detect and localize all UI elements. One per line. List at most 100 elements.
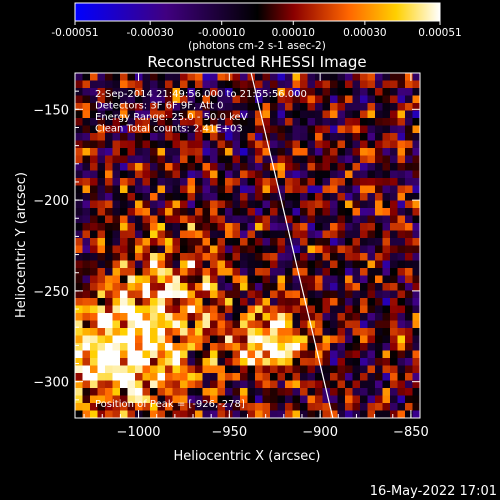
heatmap-cell	[225, 328, 233, 336]
heatmap-cell	[382, 200, 391, 209]
heatmap-cell	[172, 200, 181, 209]
heatmap-cell	[337, 380, 346, 389]
heatmap-cell	[247, 133, 256, 141]
heatmap-cell	[345, 395, 353, 404]
heatmap-cell	[135, 395, 143, 404]
heatmap-cell	[337, 253, 346, 261]
heatmap-cell	[195, 335, 203, 344]
heatmap-cell	[375, 275, 383, 284]
heatmap-cell	[292, 335, 301, 344]
heatmap-cell	[225, 380, 233, 389]
heatmap-cell	[127, 335, 136, 344]
heatmap-cell	[195, 215, 203, 224]
heatmap-cell	[210, 305, 218, 314]
heatmap-cell	[97, 215, 106, 224]
heatmap-cell	[195, 298, 203, 306]
heatmap-cell	[217, 320, 226, 329]
heatmap-cell	[292, 110, 301, 119]
heatmap-cell	[127, 260, 136, 269]
heatmap-cell	[112, 185, 121, 194]
heatmap-cell	[375, 253, 383, 261]
heatmap-cell	[270, 208, 278, 216]
heatmap-cell	[375, 283, 383, 291]
heatmap-cell	[307, 373, 316, 381]
heatmap-cell	[82, 140, 91, 149]
heatmap-cell	[180, 373, 188, 381]
heatmap-cell	[202, 73, 211, 81]
heatmap-cell	[382, 238, 391, 246]
heatmap-cell	[142, 73, 151, 81]
heatmap-cell	[375, 373, 383, 381]
heatmap-cell	[382, 155, 391, 164]
heatmap-cell	[225, 350, 233, 359]
heatmap-cell	[165, 148, 173, 156]
heatmap-cell	[75, 200, 83, 209]
heatmap-cell	[262, 335, 271, 344]
colorbar-tick-label: -0.00010	[198, 27, 245, 39]
heatmap-cell	[187, 275, 196, 284]
heatmap-cell	[360, 148, 368, 156]
heatmap-cell	[172, 358, 181, 366]
heatmap-cell	[105, 155, 113, 164]
heatmap-cell	[135, 178, 143, 186]
heatmap-cell	[172, 223, 181, 231]
heatmap-cell	[142, 88, 151, 96]
heatmap-cell	[337, 95, 346, 104]
heatmap-cell	[255, 95, 263, 104]
heatmap-cell	[97, 148, 106, 156]
heatmap-cell	[240, 290, 248, 299]
heatmap-cell	[75, 230, 83, 239]
heatmap-cell	[405, 238, 413, 246]
heatmap-cell	[277, 125, 286, 134]
heatmap-cell	[165, 350, 173, 359]
heatmap-cell	[337, 230, 346, 239]
heatmap-cell	[157, 193, 166, 201]
heatmap-cell	[127, 193, 136, 201]
heatmap-cell	[285, 103, 293, 111]
heatmap-cell	[390, 305, 398, 314]
heatmap-cell	[217, 283, 226, 291]
heatmap-cell	[390, 260, 398, 269]
heatmap-cell	[105, 283, 113, 291]
heatmap-cell	[97, 133, 106, 141]
heatmap-cell	[210, 208, 218, 216]
heatmap-cell	[330, 388, 338, 396]
heatmap-cell	[247, 305, 256, 314]
heatmap-cell	[307, 253, 316, 261]
heatmap-cell	[322, 298, 331, 306]
heatmap-cell	[322, 328, 331, 336]
heatmap-cell	[255, 358, 263, 366]
heatmap-cell	[150, 193, 158, 201]
heatmap-cell	[82, 373, 91, 381]
heatmap-cell	[75, 155, 83, 164]
heatmap-cell	[90, 320, 98, 329]
heatmap-cell	[172, 298, 181, 306]
heatmap-cell	[247, 395, 256, 404]
heatmap-cell	[405, 110, 413, 119]
heatmap-cell	[90, 148, 98, 156]
heatmap-cell	[375, 245, 383, 254]
heatmap-cell	[322, 178, 331, 186]
heatmap-cell	[337, 313, 346, 321]
heatmap-cell	[105, 103, 113, 111]
heatmap-cell	[120, 178, 128, 186]
heatmap-cell	[172, 230, 181, 239]
heatmap-cell	[337, 185, 346, 194]
heatmap-cell	[262, 395, 271, 404]
heatmap-cell	[120, 223, 128, 231]
heatmap-cell	[330, 283, 338, 291]
heatmap-cell	[150, 208, 158, 216]
heatmap-cell	[270, 125, 278, 134]
heatmap-cell	[345, 80, 353, 89]
heatmap-cell	[345, 88, 353, 96]
heatmap-cell	[112, 223, 121, 231]
heatmap-cell	[112, 215, 121, 224]
heatmap-cell	[105, 95, 113, 104]
heatmap-cell	[187, 178, 196, 186]
heatmap-cell	[330, 245, 338, 254]
heatmap-cell	[232, 125, 241, 134]
heatmap-cell	[165, 200, 173, 209]
heatmap-cell	[150, 395, 158, 404]
heatmap-cell	[172, 103, 181, 111]
heatmap-cell	[135, 275, 143, 284]
